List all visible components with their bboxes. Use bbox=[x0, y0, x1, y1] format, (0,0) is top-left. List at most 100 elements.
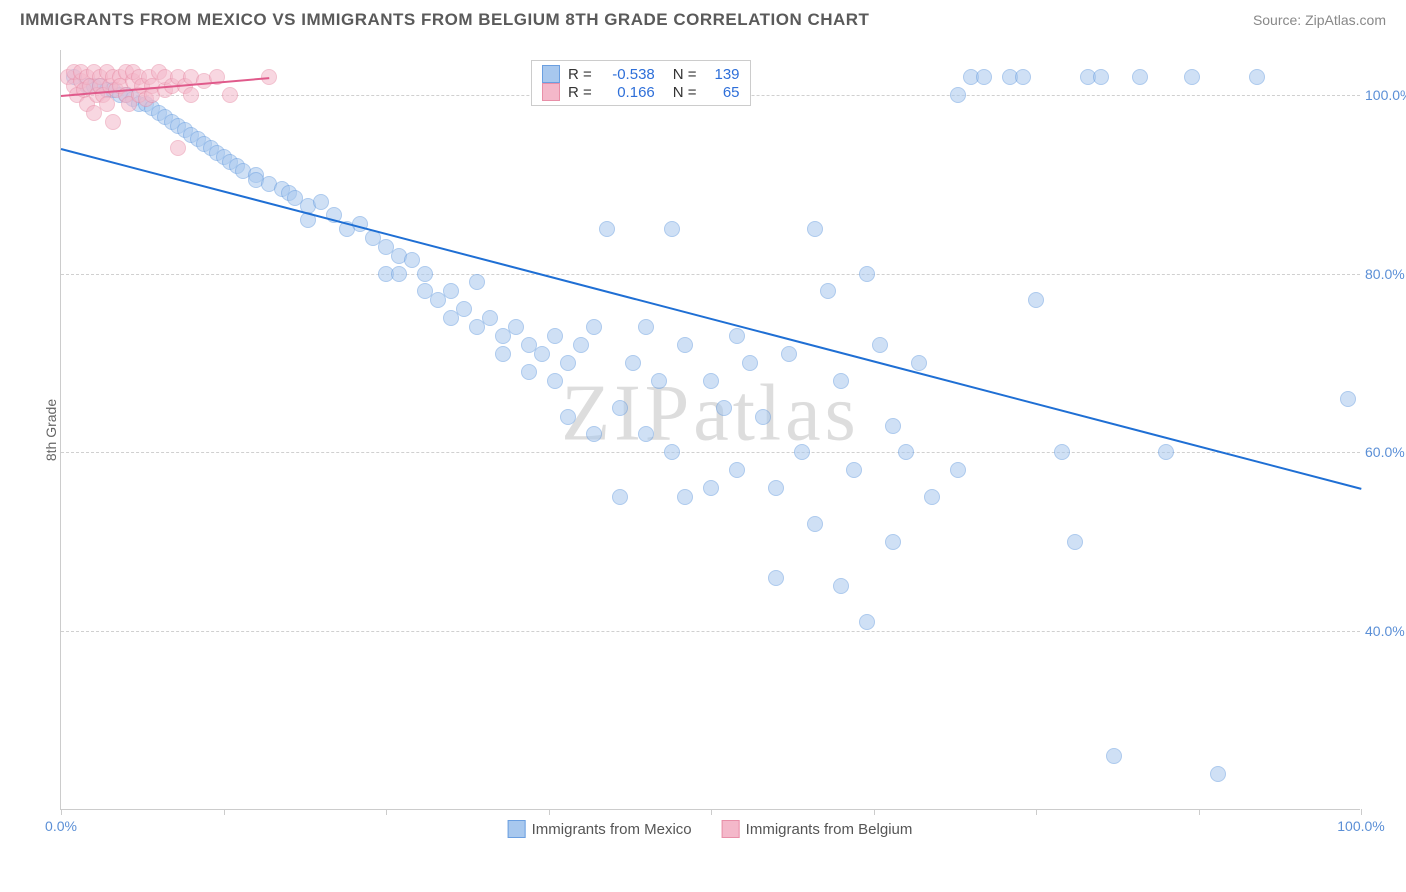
legend-swatch bbox=[542, 83, 560, 101]
data-point bbox=[885, 534, 901, 550]
legend-series-label: Immigrants from Belgium bbox=[746, 821, 913, 838]
data-point bbox=[1340, 391, 1356, 407]
data-point bbox=[729, 462, 745, 478]
data-point bbox=[1106, 748, 1122, 764]
x-tick-mark bbox=[711, 809, 712, 815]
data-point bbox=[859, 614, 875, 630]
y-tick-label: 100.0% bbox=[1365, 87, 1406, 103]
data-point bbox=[1067, 534, 1083, 550]
data-point bbox=[742, 355, 758, 371]
legend-n-label: N = bbox=[673, 66, 697, 83]
data-point bbox=[612, 400, 628, 416]
data-point bbox=[99, 96, 115, 112]
data-point bbox=[599, 221, 615, 237]
data-point bbox=[443, 283, 459, 299]
data-point bbox=[638, 319, 654, 335]
data-point bbox=[495, 346, 511, 362]
data-point bbox=[885, 418, 901, 434]
plot-area: ZIPatlas 40.0%60.0%80.0%100.0%0.0%100.0%… bbox=[60, 50, 1360, 810]
x-tick-label: 100.0% bbox=[1337, 818, 1384, 834]
data-point bbox=[807, 221, 823, 237]
legend-r-label: R = bbox=[568, 84, 592, 101]
data-point bbox=[911, 355, 927, 371]
data-point bbox=[547, 328, 563, 344]
legend-series-item: Immigrants from Mexico bbox=[508, 820, 692, 838]
x-tick-mark bbox=[224, 809, 225, 815]
data-point bbox=[833, 578, 849, 594]
y-tick-label: 80.0% bbox=[1365, 266, 1406, 282]
data-point bbox=[560, 409, 576, 425]
data-point bbox=[1184, 69, 1200, 85]
chart-container: ZIPatlas 40.0%60.0%80.0%100.0%0.0%100.0%… bbox=[60, 50, 1360, 810]
data-point bbox=[1028, 292, 1044, 308]
data-point bbox=[924, 489, 940, 505]
legend-swatch bbox=[722, 820, 740, 838]
data-point bbox=[664, 444, 680, 460]
data-point bbox=[222, 87, 238, 103]
legend-r-label: R = bbox=[568, 66, 592, 83]
data-point bbox=[1158, 444, 1174, 460]
data-point bbox=[521, 364, 537, 380]
trendline bbox=[61, 148, 1361, 490]
data-point bbox=[729, 328, 745, 344]
legend-series-label: Immigrants from Mexico bbox=[532, 821, 692, 838]
data-point bbox=[391, 266, 407, 282]
data-point bbox=[1249, 69, 1265, 85]
y-axis-label: 8th Grade bbox=[43, 399, 59, 461]
data-point bbox=[1210, 766, 1226, 782]
data-point bbox=[677, 489, 693, 505]
legend-r-value: 0.166 bbox=[600, 84, 655, 101]
data-point bbox=[768, 480, 784, 496]
chart-title: IMMIGRANTS FROM MEXICO VS IMMIGRANTS FRO… bbox=[20, 10, 869, 30]
data-point bbox=[677, 337, 693, 353]
data-point bbox=[560, 355, 576, 371]
data-point bbox=[105, 114, 121, 130]
data-point bbox=[170, 140, 186, 156]
legend-swatch bbox=[508, 820, 526, 838]
legend-n-value: 139 bbox=[705, 66, 740, 83]
gridline-horizontal bbox=[61, 274, 1360, 275]
legend-r-value: -0.538 bbox=[600, 66, 655, 83]
data-point bbox=[872, 337, 888, 353]
data-point bbox=[950, 462, 966, 478]
source-name: ZipAtlas.com bbox=[1305, 12, 1386, 28]
data-point bbox=[716, 400, 732, 416]
data-point bbox=[1093, 69, 1109, 85]
data-point bbox=[859, 266, 875, 282]
data-point bbox=[456, 301, 472, 317]
data-point bbox=[703, 480, 719, 496]
x-tick-mark bbox=[1199, 809, 1200, 815]
data-point bbox=[586, 319, 602, 335]
data-point bbox=[625, 355, 641, 371]
data-point bbox=[1054, 444, 1070, 460]
data-point bbox=[469, 274, 485, 290]
x-tick-mark bbox=[386, 809, 387, 815]
data-point bbox=[313, 194, 329, 210]
data-point bbox=[404, 252, 420, 268]
x-tick-label: 0.0% bbox=[45, 818, 77, 834]
data-point bbox=[768, 570, 784, 586]
data-point bbox=[820, 283, 836, 299]
data-point bbox=[950, 87, 966, 103]
y-tick-label: 60.0% bbox=[1365, 444, 1406, 460]
legend-row: R = -0.538 N = 139 bbox=[542, 65, 740, 83]
data-point bbox=[794, 444, 810, 460]
x-tick-mark bbox=[1361, 809, 1362, 815]
data-point bbox=[781, 346, 797, 362]
data-point bbox=[976, 69, 992, 85]
data-point bbox=[703, 373, 719, 389]
data-point bbox=[651, 373, 667, 389]
data-point bbox=[612, 489, 628, 505]
x-tick-mark bbox=[61, 809, 62, 815]
legend-series-item: Immigrants from Belgium bbox=[722, 820, 913, 838]
header: IMMIGRANTS FROM MEXICO VS IMMIGRANTS FRO… bbox=[0, 0, 1406, 30]
legend-swatch bbox=[542, 65, 560, 83]
x-tick-mark bbox=[874, 809, 875, 815]
data-point bbox=[833, 373, 849, 389]
data-point bbox=[846, 462, 862, 478]
x-tick-mark bbox=[549, 809, 550, 815]
source-label: Source: ZipAtlas.com bbox=[1253, 12, 1386, 28]
data-point bbox=[183, 87, 199, 103]
legend-n-label: N = bbox=[673, 84, 697, 101]
data-point bbox=[898, 444, 914, 460]
